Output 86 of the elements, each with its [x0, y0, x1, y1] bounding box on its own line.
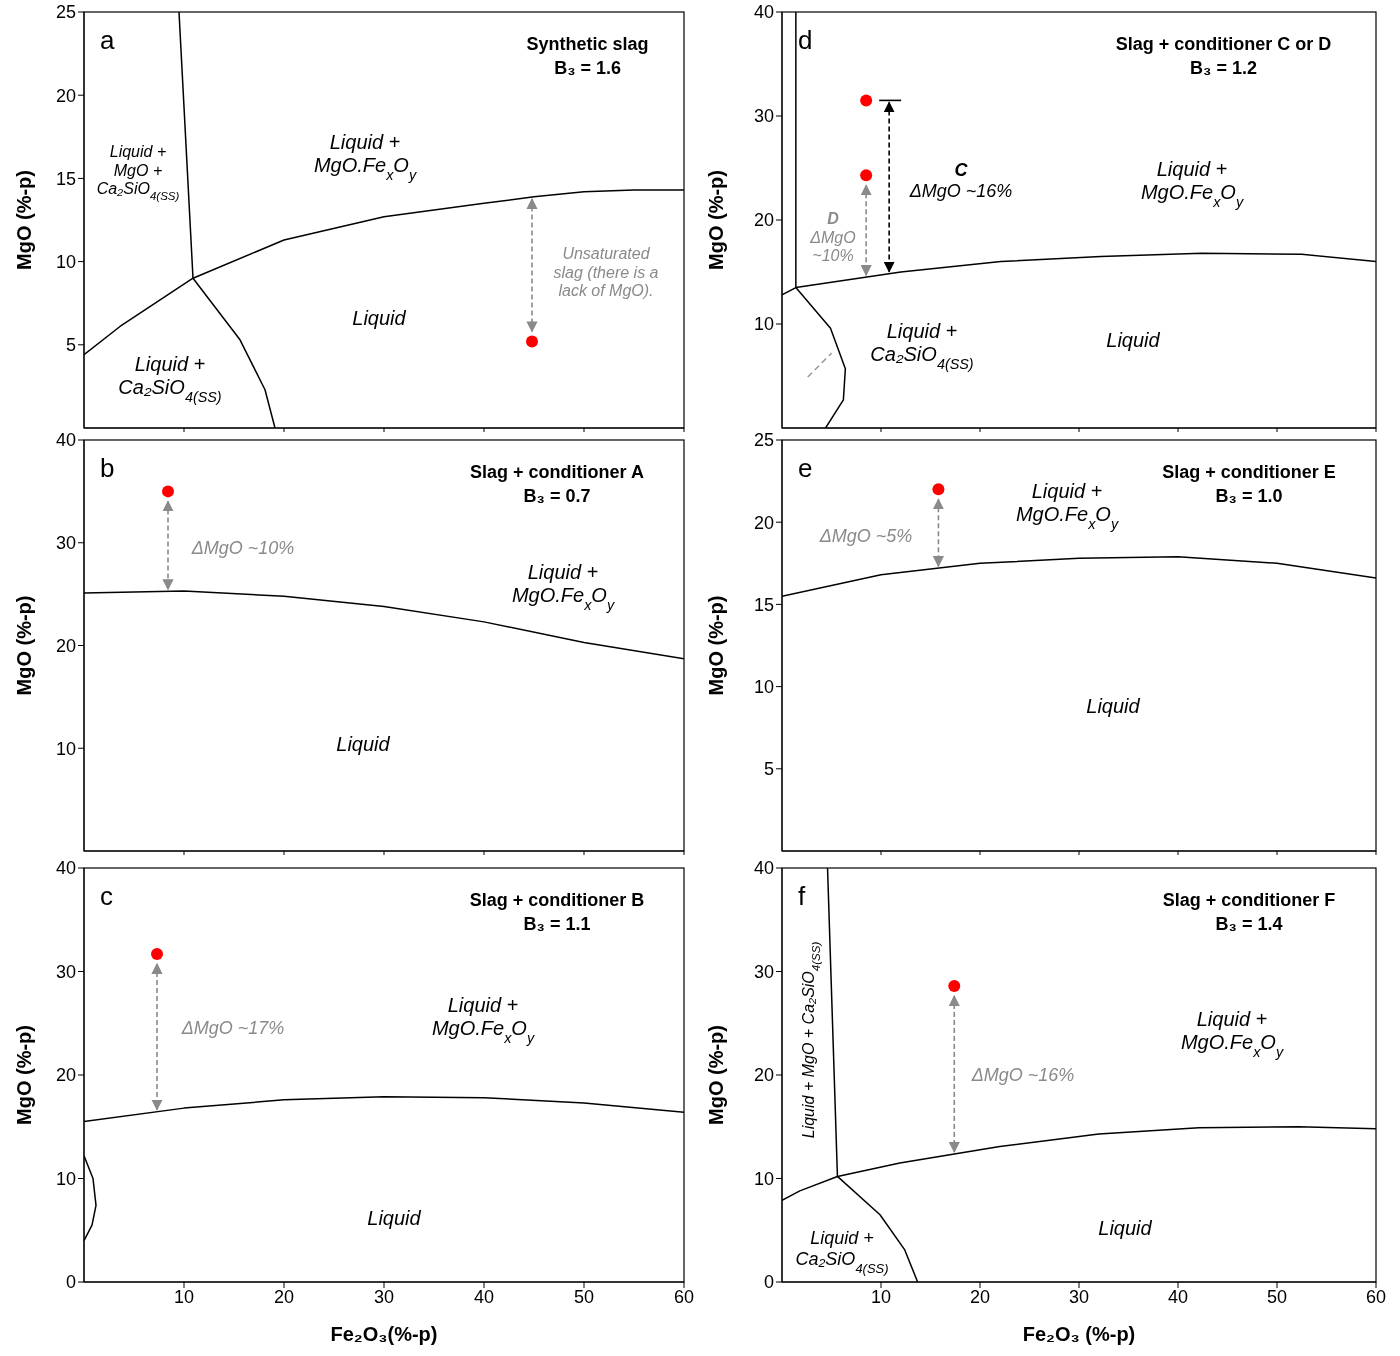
annotation: D ΔMgO ~10%: [809, 210, 856, 264]
x-tick-label: 20: [273, 1286, 295, 1307]
text: Slag + conditioner F B₃ = 1.4: [1162, 890, 1336, 935]
y-tick-label: 5: [763, 759, 774, 780]
annotation: Liquid + Ca₂SiO$_{4(SS)}$: [118, 352, 222, 405]
y-tick-label: 40: [753, 2, 774, 23]
x-tick-label: 50: [573, 1286, 595, 1307]
y-tick-label: 10: [753, 676, 774, 697]
x-tick-label: 20: [969, 1286, 991, 1307]
y-axis-title: MgO (%-p): [705, 170, 727, 270]
annotation: Liquid + MgO.Fe$_{x}$O$_{y}$: [313, 130, 417, 183]
x-tick-label: 50: [1266, 1286, 1288, 1307]
text: Slag + conditioner B B₃ = 1.1: [469, 890, 645, 935]
y-tick-label: 20: [753, 210, 774, 231]
annotation: Liquid: [1086, 695, 1141, 717]
x-tick-label: 60: [1365, 1286, 1387, 1307]
annotation: Liquid + MgO.Fe$_{x}$O$_{y}$: [431, 993, 535, 1046]
x-tick-label: 10: [870, 1286, 892, 1307]
x-tick-label: 40: [1167, 1286, 1189, 1307]
annotation: Liquid: [336, 733, 391, 755]
y-tick-label: 20: [55, 85, 76, 106]
y-tick-label: 15: [753, 594, 774, 615]
y-tick-label: 10: [55, 1168, 76, 1189]
text: e: [798, 453, 813, 484]
y-tick-label: 20: [55, 635, 76, 656]
annotation: Unsaturated slag (there is a lack of MgO).: [553, 245, 659, 299]
annotation: ΔMgO ~16%: [970, 1065, 1075, 1086]
text: Slag + conditioner C or D B₃ = 1.2: [1115, 34, 1332, 79]
text: Synthetic slag B₃ = 1.6: [526, 34, 649, 79]
annotation: Liquid + MgO.Fe$_{x}$O$_{y}$: [1140, 157, 1244, 210]
annotation: ΔMgO ~5%: [818, 526, 913, 547]
y-axis-title: MgO (%-p): [13, 1025, 35, 1125]
x-tick-label: 30: [1068, 1286, 1090, 1307]
annotation: Liquid + MgO.Fe$_{x}$O$_{y}$: [1015, 479, 1119, 532]
y-tick-label: 10: [753, 1168, 774, 1189]
annotation: Liquid + Ca₂SiO$_{4(SS)}$: [795, 1227, 889, 1276]
y-tick-label: 20: [753, 1065, 774, 1086]
y-tick-label: 10: [55, 251, 76, 272]
y-axis-title: MgO (%-p): [13, 595, 35, 696]
annotation: ΔMgO ~17%: [180, 1018, 285, 1039]
annotation: Liquid: [367, 1207, 422, 1229]
x-axis-title: Fe₂O₃(%-p): [330, 1323, 438, 1345]
annotation: Liquid + Ca₂SiO$_{4(SS)}$: [870, 319, 974, 372]
y-tick-label: 30: [55, 533, 76, 554]
text: d: [798, 25, 813, 56]
y-tick-label: 40: [55, 858, 76, 879]
annotation: Liquid: [352, 307, 407, 329]
text: b: [100, 453, 115, 484]
y-tick-label: 25: [753, 430, 774, 451]
y-axis-title: MgO (%-p): [13, 170, 35, 270]
y-tick-label: 40: [753, 858, 774, 879]
annotation: Liquid + MgO + Ca₂SiO$_{4(SS)}$: [96, 143, 180, 202]
x-tick-label: 10: [173, 1286, 195, 1307]
y-tick-label: 40: [55, 430, 76, 451]
y-tick-label: 10: [55, 738, 76, 759]
y-tick-label: 30: [55, 961, 76, 982]
y-tick-label: 30: [753, 106, 774, 127]
x-axis-title: Fe₂O₃ (%-p): [1022, 1323, 1136, 1345]
annotation: ΔMgO ~10%: [190, 538, 295, 559]
text: Slag + conditioner E B₃ = 1.0: [1162, 462, 1336, 507]
annotation: Liquid: [1098, 1217, 1153, 1239]
y-axis-title: MgO (%-p): [705, 595, 727, 696]
y-tick-label: 30: [753, 961, 774, 982]
text: a: [100, 25, 115, 56]
text: c: [100, 881, 113, 912]
annotation: Liquid: [1106, 329, 1161, 351]
y-tick-label: 15: [55, 168, 76, 189]
y-tick-label: 5: [65, 335, 76, 356]
x-tick-label: 30: [373, 1286, 395, 1307]
text: f: [798, 881, 806, 912]
y-tick-label: 0: [65, 1272, 76, 1293]
line-series: [84, 1095, 684, 1123]
text: Slag + conditioner A B₃ = 0.7: [470, 462, 644, 507]
y-tick-label: 20: [55, 1065, 76, 1086]
x-tick-label: 60: [673, 1286, 695, 1307]
y-tick-label: 10: [753, 314, 774, 335]
line-series: [84, 590, 684, 660]
annotation: C ΔMgO ~16%: [908, 159, 1013, 201]
y-tick-label: 25: [55, 2, 76, 23]
annotation: Liquid + MgO.Fe$_{x}$O$_{y}$: [511, 560, 615, 613]
annotation: Liquid + MgO.Fe$_{x}$O$_{y}$: [1180, 1007, 1284, 1060]
x-tick-label: 40: [473, 1286, 495, 1307]
line-series: [782, 555, 1376, 597]
y-tick-label: 20: [753, 512, 774, 533]
y-axis-title: MgO (%-p): [705, 1025, 727, 1125]
y-tick-label: 0: [763, 1272, 774, 1293]
